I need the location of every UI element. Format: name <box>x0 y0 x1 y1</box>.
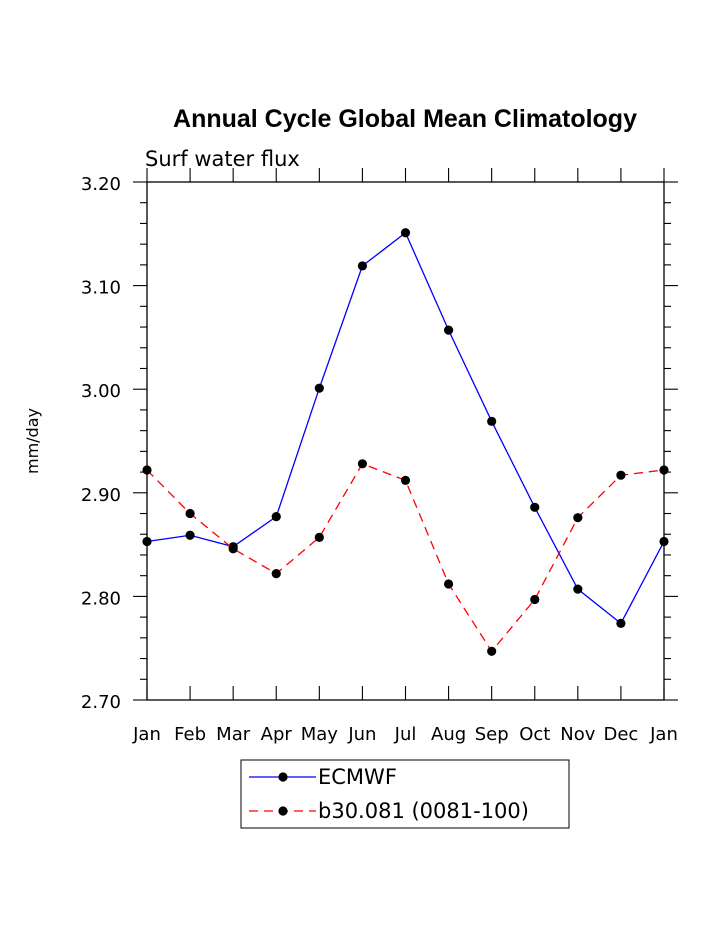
y-tick-label: 3.10 <box>81 278 121 299</box>
legend-box <box>240 759 570 829</box>
data-point <box>142 536 152 547</box>
plot-frame <box>146 181 665 701</box>
legend: ECMWF b30.081 (0081-100) <box>240 759 570 829</box>
y-tick-label: 3.20 <box>81 174 121 195</box>
data-point <box>616 470 626 480</box>
axis-ticks <box>133 168 678 701</box>
data-point <box>357 261 368 271</box>
x-tick-label: Aug <box>431 724 466 745</box>
x-tick-label: Jul <box>394 724 417 745</box>
x-tick-label: Jan <box>649 724 678 745</box>
data-point <box>487 646 497 656</box>
data-point <box>228 544 238 554</box>
data-point <box>659 465 669 475</box>
chart-subtitle: Surf water flux <box>145 147 300 171</box>
series-layer <box>142 228 669 656</box>
legend-marker <box>278 806 288 816</box>
x-tick-label: Feb <box>174 724 206 745</box>
data-point <box>400 475 411 485</box>
x-tick-label: Dec <box>603 724 638 745</box>
data-point <box>271 569 281 579</box>
data-point <box>185 508 195 519</box>
series-1 <box>142 228 669 628</box>
x-tick-label: May <box>301 724 339 745</box>
data-point <box>400 228 411 238</box>
data-point <box>573 513 583 523</box>
y-axis-label: mm/day <box>23 408 42 474</box>
data-point <box>357 459 368 469</box>
series-2 <box>142 459 669 656</box>
x-tick-label: Mar <box>216 724 251 745</box>
legend-item: ECMWF <box>249 765 397 789</box>
y-tick-label: 2.80 <box>81 588 121 609</box>
data-point <box>443 325 454 335</box>
data-point <box>616 618 626 628</box>
chart-title: Annual Cycle Global Mean Climatology <box>173 105 637 133</box>
data-point <box>530 502 540 512</box>
data-point <box>271 512 281 522</box>
legend-item: b30.081 (0081-100) <box>249 799 529 823</box>
legend-marker <box>278 772 288 782</box>
data-point <box>487 416 497 426</box>
data-point <box>443 579 454 589</box>
series-line <box>146 231 665 625</box>
data-point <box>659 536 669 547</box>
data-point <box>185 530 195 540</box>
x-tick-label: Apr <box>261 724 293 745</box>
data-point <box>530 594 540 605</box>
x-tick-label: Oct <box>519 724 550 745</box>
data-point <box>142 465 152 475</box>
axis-tick-labels: Jan Feb Mar Apr May Jun Jul Aug Sep Oct Nov Dec Jan 2… <box>81 174 678 745</box>
x-tick-label: Nov <box>560 724 595 745</box>
y-tick-label: 2.90 <box>81 485 121 506</box>
x-tick-label: Sep <box>475 724 509 745</box>
data-point <box>573 584 583 594</box>
legend-label: ECMWF <box>318 765 397 789</box>
x-tick-label: Jun <box>347 724 376 745</box>
y-tick-label: 3.00 <box>81 381 121 402</box>
y-tick-label: 2.70 <box>81 692 121 713</box>
legend-label: b30.081 (0081-100) <box>318 799 529 823</box>
x-tick-label: Jan <box>132 724 161 745</box>
data-point <box>314 532 324 542</box>
series-line <box>146 462 665 653</box>
data-point <box>314 383 324 393</box>
